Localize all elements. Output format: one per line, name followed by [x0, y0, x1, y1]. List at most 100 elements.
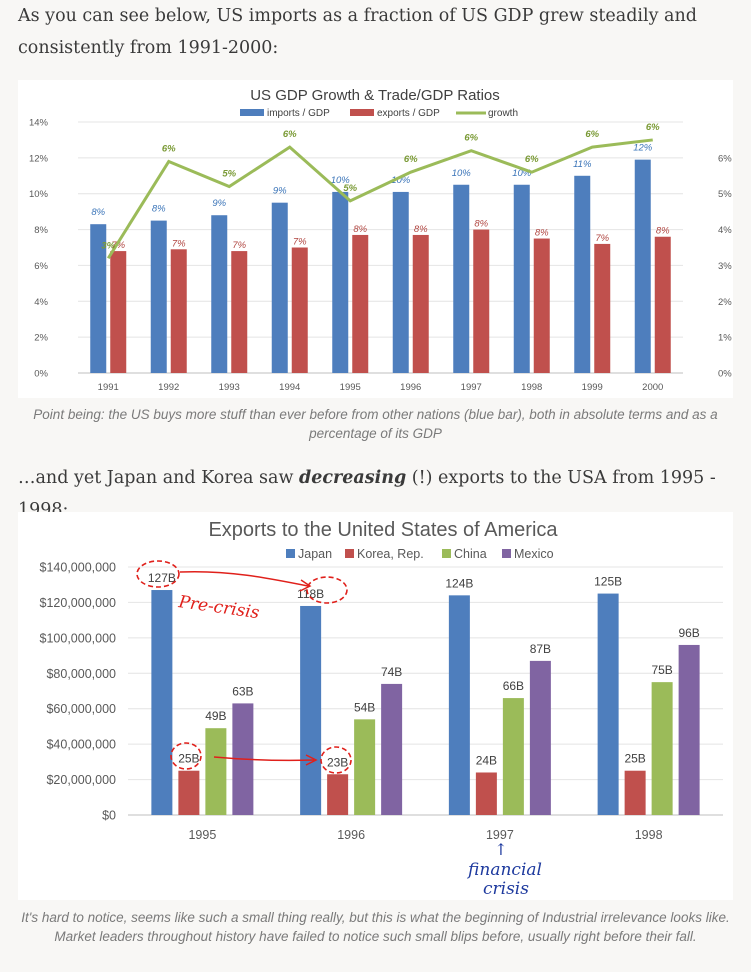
exports-chart: Exports to the United States of America J…	[18, 512, 733, 900]
chart1-legend-swatch	[350, 109, 374, 116]
chart2-data-label: 74B	[381, 665, 402, 679]
chart1-y-tick: 12%	[29, 153, 49, 164]
chart2-data-label: 75B	[651, 663, 672, 677]
chart2-y-tick: $0	[102, 809, 116, 823]
chart1-label-growth: 5%	[343, 183, 357, 194]
chart1-y-tick: 8%	[34, 225, 48, 236]
chart2-x-tick: 1995	[188, 828, 216, 842]
chart1-x-tick: 1996	[400, 382, 421, 393]
chart1-bar-imports	[150, 220, 167, 373]
chart2-data-label: 54B	[354, 700, 375, 714]
chart1-label-growth: 6%	[283, 129, 297, 140]
chart1-y2-tick: 0%	[718, 369, 732, 380]
chart1-x-tick: 1994	[279, 382, 300, 393]
emphasis-decreasing: decreasing	[299, 468, 407, 488]
caption-2: It's hard to notice, seems like such a s…	[21, 910, 730, 944]
arrowhead-korea-decline	[305, 754, 318, 766]
chart1-label-exports: 7%	[172, 238, 186, 249]
chart1-label-exports: 7%	[293, 237, 307, 248]
chart1-bar-imports	[271, 202, 288, 373]
crisis-annotation: crisis	[483, 879, 529, 899]
chart2-bar-korea	[624, 770, 646, 815]
caption-1: Point being: the US buys more stuff than…	[33, 407, 718, 441]
chart1-y2-tick: 3%	[718, 261, 732, 272]
chart1-bar-exports	[533, 238, 550, 373]
chart1-bar-exports	[654, 236, 671, 373]
arrow-pre-crisis	[179, 570, 309, 587]
chart1-label-growth: 3%	[101, 240, 115, 251]
chart2-bar-korea	[475, 772, 497, 815]
chart2-legend-swatch	[502, 549, 511, 558]
chart2-data-label: 118B	[297, 587, 324, 601]
chart1-bar-exports	[594, 243, 611, 373]
chart2-data-label: 49B	[205, 709, 226, 723]
chart1-legend-label: growth	[488, 108, 518, 119]
chart2-bar-japan	[300, 605, 322, 815]
chart1-bar-exports	[352, 234, 369, 373]
chart1-y2-tick: 6%	[718, 153, 732, 164]
chart1-bar-imports	[332, 191, 349, 373]
chart1-x-tick: 1995	[340, 382, 361, 393]
chart2-legend-label: Japan	[298, 547, 332, 561]
chart1-x-tick: 1997	[461, 382, 482, 393]
chart2-y-tick: $80,000,000	[46, 667, 116, 681]
chart2-bar-japan	[448, 595, 470, 815]
chart1-label-growth: 6%	[525, 154, 539, 165]
chart1-y-tick: 14%	[29, 118, 49, 129]
chart2-legend-swatch	[442, 549, 451, 558]
chart2-bar-mexico	[381, 683, 403, 815]
chart2-bar-japan	[151, 590, 173, 815]
chart1-y2-tick: 4%	[718, 225, 732, 236]
chart2-bar-mexico	[678, 644, 700, 815]
chart2-bar-japan	[597, 593, 619, 815]
chart1-bar-exports	[291, 247, 308, 373]
chart1-label-imports: 9%	[212, 198, 226, 209]
pre-crisis-annotation: Pre-crisis	[176, 592, 261, 623]
chart1-y-tick: 4%	[34, 297, 48, 308]
chart2-x-tick: 1997	[486, 828, 514, 842]
chart2-legend-label: Korea, Rep.	[357, 547, 424, 561]
chart1-legend-swatch	[240, 109, 264, 116]
chart2-data-label: 66B	[503, 679, 524, 693]
chart2-bar-china	[651, 682, 673, 815]
chart1-label-imports: 10%	[512, 168, 532, 179]
chart2-bar-china	[205, 728, 227, 815]
arrowhead-pre-crisis	[299, 579, 312, 592]
chart1-x-tick: 1998	[521, 382, 542, 393]
chart1-label-exports: 8%	[656, 226, 670, 237]
chart1-label-exports: 8%	[474, 219, 488, 230]
chart2-bar-mexico	[529, 660, 551, 815]
chart1-label-imports: 10%	[452, 168, 472, 179]
chart1-label-growth: 6%	[585, 129, 599, 140]
chart2-data-label: 125B	[594, 575, 622, 589]
chart1-label-imports: 8%	[152, 204, 166, 215]
chart1-label-exports: 7%	[111, 240, 125, 251]
chart2-y-tick: $100,000,000	[40, 631, 117, 645]
chart2-x-tick: 1998	[635, 828, 663, 842]
chart1-label-imports: 11%	[573, 159, 592, 170]
chart1-bar-exports	[110, 251, 127, 373]
chart1-x-tick: 1999	[582, 382, 603, 393]
chart1-label-growth: 5%	[222, 169, 236, 180]
chart1-bar-exports	[231, 251, 248, 373]
circle-127b-annotation	[136, 560, 180, 588]
chart2-legend-label: Mexico	[514, 547, 554, 561]
chart1-label-growth: 6%	[464, 133, 478, 144]
financial-annotation: financial	[466, 860, 542, 880]
circle-23b-1996-annotation	[320, 746, 352, 774]
chart1-y-tick: 10%	[29, 189, 49, 200]
chart1-bar-imports	[634, 159, 651, 373]
second-paragraph-start: …and yet Japan and Korea saw	[18, 468, 300, 488]
second-paragraph: …and yet Japan and Korea saw decreasing …	[18, 462, 733, 526]
intro-paragraph: As you can see below, US imports as a fr…	[18, 6, 697, 58]
chart1-label-exports: 8%	[414, 224, 428, 235]
chart1-label-growth: 6%	[404, 154, 418, 165]
chart1-bar-imports	[90, 224, 107, 373]
chart1-label-imports: 9%	[273, 186, 287, 197]
chart1-label-imports: 8%	[91, 207, 105, 218]
chart1-label-imports: 10%	[391, 175, 411, 186]
arrow-korea-decline	[213, 756, 315, 762]
chart1-label-imports: 10%	[331, 175, 351, 186]
circle-118b-annotation	[306, 576, 348, 604]
chart2-data-label: 25B	[624, 752, 645, 766]
